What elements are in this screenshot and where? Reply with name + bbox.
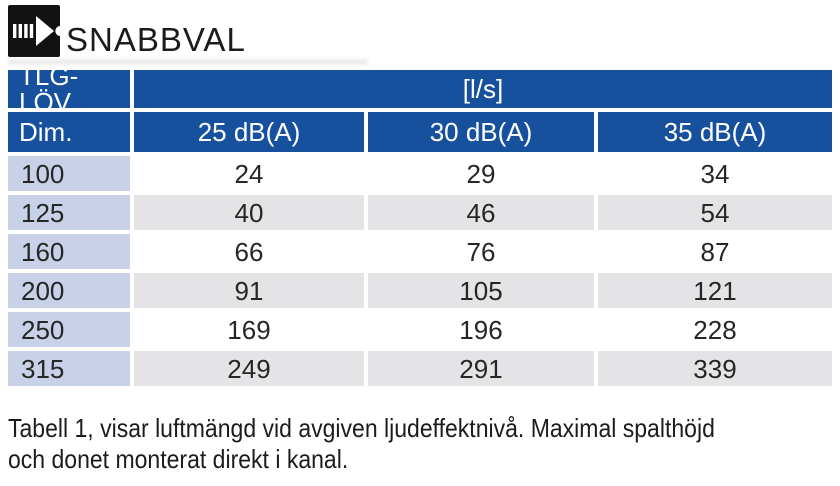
dim-cell: 250 xyxy=(8,312,130,347)
value-cell: 76 xyxy=(368,234,594,269)
value-cell: 105 xyxy=(368,273,594,308)
dim-cell: 200 xyxy=(8,273,130,308)
dim-cell: 315 xyxy=(8,351,130,386)
value-cell: 54 xyxy=(598,195,832,230)
col-header-25db: 25 dB(A) xyxy=(134,112,364,152)
dim-cell: 100 xyxy=(8,156,130,191)
value-cell: 249 xyxy=(134,351,364,386)
dim-cell: 160 xyxy=(8,234,130,269)
table-product-header: TLG-LÖV xyxy=(8,63,130,115)
scan-artifact-line xyxy=(8,60,368,64)
value-cell: 196 xyxy=(368,312,594,347)
duct-fast-forward-icon xyxy=(8,5,66,57)
brand-header: SNABBVAL xyxy=(0,0,840,57)
value-cell: 66 xyxy=(134,234,364,269)
col-header-35db: 35 dB(A) xyxy=(598,112,832,152)
value-cell: 169 xyxy=(134,312,364,347)
value-cell: 228 xyxy=(598,312,832,347)
col-header-dim: Dim. xyxy=(8,112,130,152)
page-title: SNABBVAL xyxy=(66,21,246,58)
value-cell: 91 xyxy=(134,273,364,308)
value-cell: 24 xyxy=(134,156,364,191)
value-cell: 339 xyxy=(598,351,832,386)
caption-line: Tabell 1, visar luftmängd vid avgiven lj… xyxy=(8,413,715,443)
value-cell: 291 xyxy=(368,351,594,386)
table-unit-header: [l/s] xyxy=(134,70,832,108)
value-cell: 87 xyxy=(598,234,832,269)
value-cell: 29 xyxy=(368,156,594,191)
value-cell: 34 xyxy=(598,156,832,191)
col-header-30db: 30 dB(A) xyxy=(368,112,594,152)
dim-cell: 125 xyxy=(8,195,130,230)
value-cell: 46 xyxy=(368,195,594,230)
value-cell: 40 xyxy=(134,195,364,230)
table-caption: Tabell 1, visar luftmängd vid avgiven lj… xyxy=(8,413,840,475)
quick-selection-table: TLG-LÖV [l/s] Dim. 25 dB(A) 30 dB(A) 35 … xyxy=(8,63,832,386)
value-cell: 121 xyxy=(598,273,832,308)
caption-line: och donet monterat direkt i kanal. xyxy=(8,444,349,474)
